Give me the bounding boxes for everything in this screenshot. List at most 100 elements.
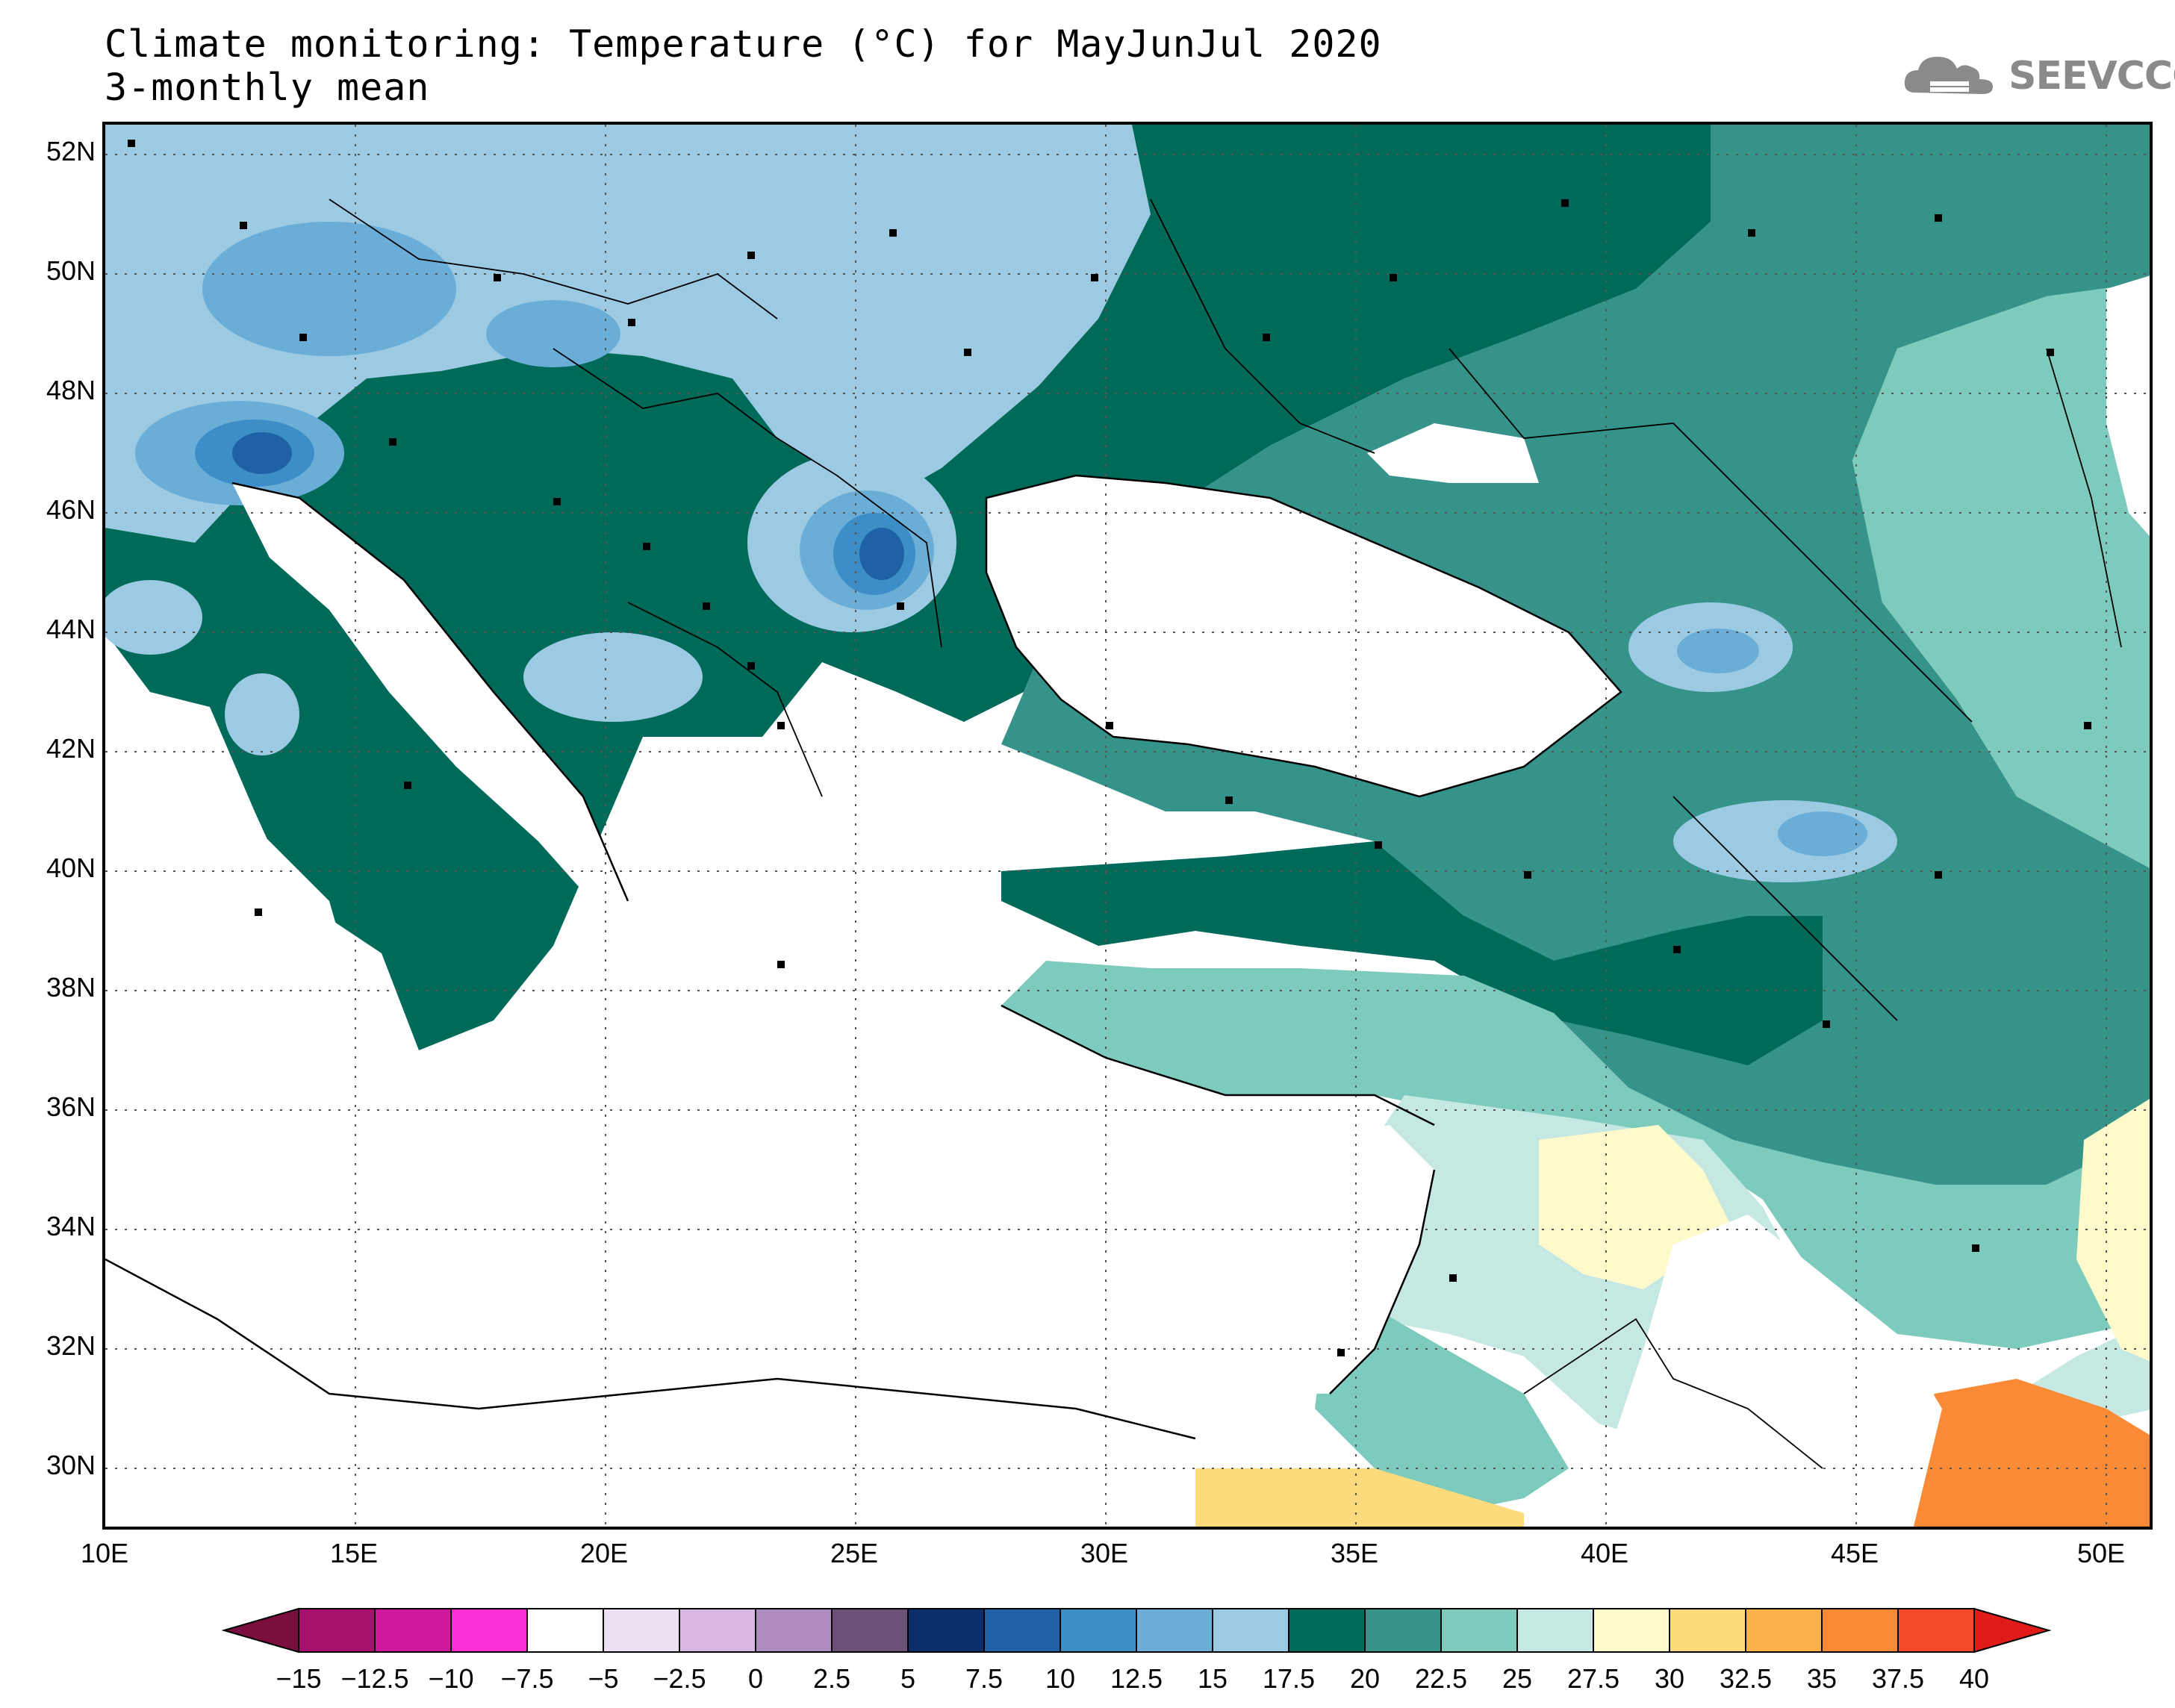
colorbar-tick-label: 20 [1349, 1663, 1381, 1694]
colorbar-swatch [1440, 1608, 1518, 1653]
grid-lines [105, 125, 2150, 1527]
colorbar-swatch [1669, 1608, 1746, 1653]
lon-label: 25E [830, 1538, 879, 1568]
azov-sea [1367, 423, 1539, 483]
colorbar-tick-label: 5 [900, 1663, 916, 1694]
region-7.5-alps [232, 432, 292, 474]
colorbar-tick-label: 35 [1806, 1663, 1838, 1694]
map-panel [102, 122, 2153, 1530]
colorbar-tick-label: 22.5 [1414, 1663, 1468, 1694]
colorbar-swatch [1745, 1608, 1823, 1653]
lat-label: 46N [46, 494, 96, 525]
colorbar-swatch [907, 1608, 985, 1653]
station-markers [128, 140, 2091, 1356]
caspian-sea [2106, 275, 2150, 537]
colorbar-swatch [1593, 1608, 1670, 1653]
lat-label: 38N [46, 972, 96, 1003]
colorbar-tick-label: 25 [1502, 1663, 1533, 1694]
lat-label: 42N [46, 733, 96, 764]
colorbar-tick-label: −2.5 [653, 1663, 706, 1694]
colorbar-tick-label: 12.5 [1110, 1663, 1163, 1694]
lat-label: 36N [46, 1091, 96, 1122]
colorbar-tick-label: 0 [747, 1663, 764, 1694]
colorbar-swatch [1364, 1608, 1442, 1653]
colorbar-swatch [526, 1608, 604, 1653]
adriatic-sea [232, 483, 628, 908]
colorbar-tick-label: 32.5 [1719, 1663, 1773, 1694]
colorbar-swatch [831, 1608, 909, 1653]
colorbar-swatch [1212, 1608, 1289, 1653]
colorbar-swatch [603, 1608, 680, 1653]
region-35-37.5-iraq [1897, 1379, 2150, 1527]
lon-label: 10E [80, 1538, 129, 1568]
region-10-romania [859, 528, 904, 580]
colorbar-swatch [1136, 1608, 1213, 1653]
lon-label: 30E [1080, 1538, 1129, 1568]
colorbar-swatch [1897, 1608, 1975, 1653]
lon-label: 20E [579, 1538, 629, 1568]
region-15-carpathian [486, 300, 620, 367]
lon-label: 45E [1830, 1538, 1879, 1568]
region-15-bohemia [202, 222, 456, 356]
temperature-map [105, 125, 2150, 1527]
colorbar-swatch [679, 1608, 756, 1653]
colorbar-tick-label: 27.5 [1566, 1663, 1620, 1694]
colorbar-tick-label: 7.5 [965, 1663, 1004, 1694]
logo-text: SEEVCCC [2008, 54, 2175, 99]
lat-label: 44N [46, 614, 96, 644]
region-32.5-35-sinai [1195, 1468, 1524, 1527]
lat-label: 48N [46, 375, 96, 405]
tyrrhenian-sea [105, 692, 344, 968]
region-15-caucasus [1677, 629, 1759, 673]
colorbar-swatch [1821, 1608, 1899, 1653]
mediterranean-sea [105, 1006, 1434, 1394]
colorbar-tick-label: 2.5 [812, 1663, 851, 1694]
cloud-icon [1904, 57, 1993, 94]
colorbar-swatch [755, 1608, 833, 1653]
colorbar-swatch [1288, 1608, 1366, 1653]
chart-title: Climate monitoring: Temperature (°C) for… [105, 22, 1382, 109]
lat-label: 34N [46, 1211, 96, 1241]
lon-label: 15E [329, 1538, 379, 1568]
colorbar-tick-label: −7.5 [500, 1663, 554, 1694]
title-line-1: Climate monitoring: Temperature (°C) for… [105, 22, 1382, 66]
colorbar-swatch [1060, 1608, 1137, 1653]
north-africa-land [105, 1259, 1195, 1527]
region-17.5-balkan [523, 632, 703, 722]
colorbar-tick-label: −12.5 [340, 1663, 409, 1694]
colorbar-tick-label: 40 [1958, 1663, 1990, 1694]
lon-label: 40E [1580, 1538, 1629, 1568]
region-20-22.5-anatolia [1001, 841, 1823, 1065]
colorbar-tick-label: 37.5 [1871, 1663, 1925, 1694]
lat-label: 52N [46, 136, 96, 166]
aegean-sea [703, 856, 1031, 1118]
region-25-27.5-levant [1001, 961, 2150, 1349]
lat-label: 50N [46, 255, 96, 286]
colorbar-tick-label: 17.5 [1262, 1663, 1316, 1694]
colorbar-right-arrow [1973, 1607, 2052, 1654]
region-15-armenia [1778, 811, 1867, 856]
region-25-27.5-far-east [1852, 282, 2150, 868]
colorbar-left-arrow [221, 1607, 299, 1654]
black-sea [986, 476, 1621, 797]
lat-label: 30N [46, 1450, 96, 1480]
colorbar-swatch [298, 1608, 376, 1653]
arabia-land [1599, 1215, 1942, 1527]
region-17.5-italy-n [105, 580, 202, 655]
coastlines [105, 474, 1622, 1440]
lon-label: 50E [2076, 1538, 2126, 1568]
region-30-32.5-east [2076, 1099, 2150, 1362]
colorbar-tick-label: 15 [1197, 1663, 1228, 1694]
lat-label: 32N [46, 1330, 96, 1361]
lat-label: 40N [46, 853, 96, 883]
colorbar-tick-label: −10 [428, 1663, 474, 1694]
colorbar-swatch [374, 1608, 452, 1653]
colorbar-swatch [450, 1608, 528, 1653]
colorbar-tick-label: 10 [1045, 1663, 1076, 1694]
colorbar-tick-label: −15 [276, 1663, 322, 1694]
colorbar-tick-label: 30 [1654, 1663, 1685, 1694]
lon-label: 35E [1330, 1538, 1379, 1568]
seevccc-logo: SEEVCCC [1900, 46, 2175, 106]
colorbar-swatch [983, 1608, 1061, 1653]
colorbar-tick-label: −5 [588, 1663, 619, 1694]
